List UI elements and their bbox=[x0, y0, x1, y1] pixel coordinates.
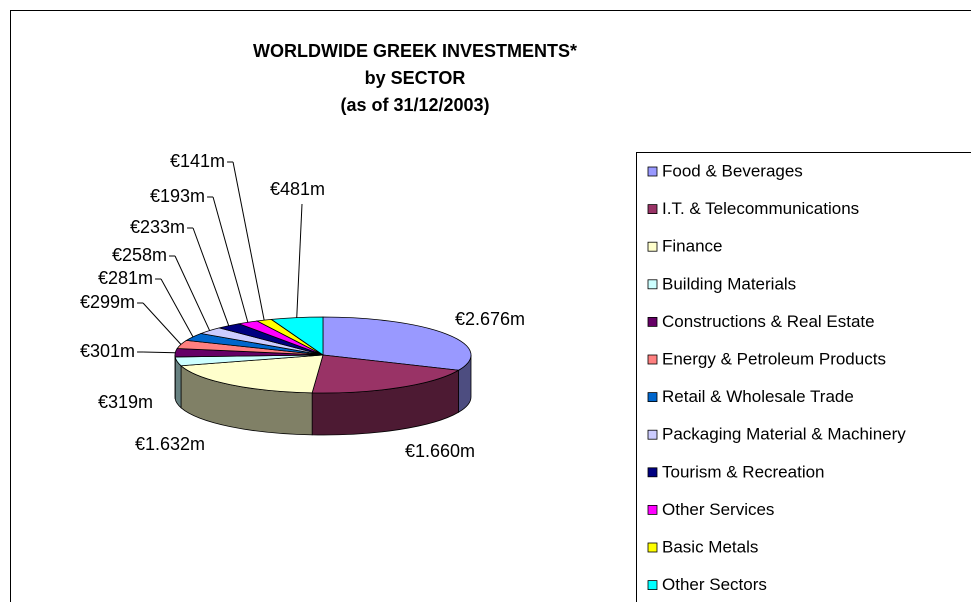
leader-line bbox=[174, 255, 211, 331]
pie-slice bbox=[311, 354, 460, 394]
data-label: €301m bbox=[80, 341, 135, 361]
pie-slice bbox=[180, 354, 324, 394]
legend-frame bbox=[636, 152, 971, 602]
leader-line bbox=[212, 196, 249, 323]
legend-label: Energy & Petroleum Products bbox=[662, 349, 886, 368]
data-label: €141m bbox=[170, 151, 225, 171]
chart-title: (as of 31/12/2003) bbox=[340, 95, 489, 115]
legend-swatch bbox=[647, 392, 658, 403]
leader-line bbox=[296, 203, 303, 318]
legend-swatch bbox=[647, 316, 658, 327]
leader-line bbox=[142, 302, 182, 345]
chart-title: WORLDWIDE GREEK INVESTMENTS* bbox=[253, 41, 577, 61]
data-label: €1.632m bbox=[135, 434, 205, 454]
legend-swatch bbox=[647, 166, 658, 177]
legend-swatch bbox=[647, 580, 658, 590]
legend-swatch bbox=[647, 429, 658, 440]
legend-swatch bbox=[647, 504, 658, 515]
leader-line bbox=[160, 278, 194, 338]
legend-label: Retail & Wholesale Trade bbox=[662, 387, 854, 406]
data-label: €1.660m bbox=[405, 441, 475, 461]
legend-swatch bbox=[647, 204, 658, 215]
data-label: €2.676m bbox=[455, 309, 525, 329]
legend-label: Other Sectors bbox=[662, 575, 767, 594]
legend-label: I.T. & Telecommunications bbox=[662, 199, 859, 218]
chart-title: by SECTOR bbox=[365, 68, 466, 88]
legend-swatch bbox=[647, 279, 658, 290]
data-label: €281m bbox=[98, 268, 153, 288]
legend-label: Building Materials bbox=[662, 274, 796, 293]
legend-label: Basic Metals bbox=[662, 537, 758, 556]
legend-label: Tourism & Recreation bbox=[662, 462, 825, 481]
legend-swatch bbox=[647, 354, 658, 365]
data-label: €299m bbox=[80, 292, 135, 312]
data-label: €233m bbox=[130, 217, 185, 237]
data-label: €258m bbox=[112, 245, 167, 265]
leader-line bbox=[143, 351, 176, 354]
leader-line bbox=[232, 161, 265, 321]
leader-line bbox=[192, 227, 230, 326]
legend-label: Other Services bbox=[662, 500, 774, 519]
legend-label: Food & Beverages bbox=[662, 161, 803, 180]
legend-label: Packaging Material & Machinery bbox=[662, 425, 906, 444]
legend-swatch bbox=[647, 241, 658, 252]
data-label: €481m bbox=[270, 179, 325, 199]
data-label: €193m bbox=[150, 186, 205, 206]
legend-swatch bbox=[647, 467, 658, 478]
pie-slice bbox=[322, 316, 472, 371]
legend-label: Constructions & Real Estate bbox=[662, 312, 875, 331]
legend-label: Finance bbox=[662, 237, 722, 256]
legend-swatch bbox=[647, 542, 658, 553]
data-label: €319m bbox=[98, 392, 153, 412]
